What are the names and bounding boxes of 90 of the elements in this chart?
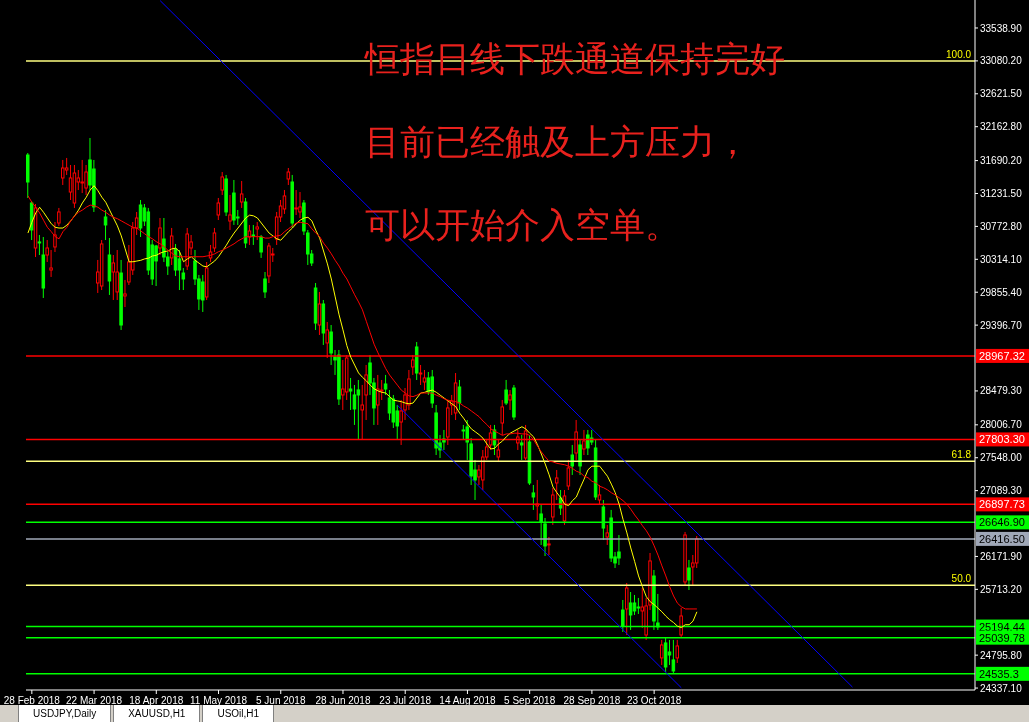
y-tick-label: 32162.80 bbox=[980, 121, 1023, 133]
y-tick-label: 33538.90 bbox=[980, 22, 1023, 34]
candlestick bbox=[68, 164, 73, 201]
candlestick bbox=[111, 254, 116, 301]
candlestick bbox=[566, 459, 571, 491]
y-tick-label: 24337.10 bbox=[980, 682, 1023, 694]
candlestick bbox=[84, 164, 88, 196]
candlestick bbox=[259, 234, 263, 259]
y-tick-label: 25713.20 bbox=[980, 583, 1023, 595]
candlestick bbox=[547, 536, 551, 556]
y-tick-label: 29855.40 bbox=[980, 286, 1023, 298]
candlestick bbox=[586, 429, 590, 456]
x-tick-label: 22 Mar 2018 bbox=[65, 695, 123, 706]
candlestick bbox=[177, 249, 182, 291]
candlestick bbox=[298, 191, 302, 219]
candlestick bbox=[659, 639, 664, 666]
ref-line-label: 28967.32 bbox=[979, 349, 1025, 362]
ref-line-label: 26416.50 bbox=[979, 532, 1025, 545]
candlestick bbox=[138, 199, 143, 238]
ref-line-label: 24535.3 bbox=[979, 667, 1019, 680]
candlestick bbox=[228, 194, 232, 231]
y-tick-label: 30314.10 bbox=[980, 253, 1023, 265]
y-tick-label: 33080.20 bbox=[980, 55, 1023, 67]
y-tick-label: 30772.80 bbox=[980, 220, 1023, 232]
candlestick bbox=[519, 434, 524, 461]
candlestick bbox=[352, 384, 357, 426]
y-tick-label: 26171.90 bbox=[980, 550, 1023, 562]
candlestick bbox=[578, 439, 582, 476]
candlestick bbox=[617, 534, 621, 566]
candlestick bbox=[387, 389, 392, 421]
candlestick bbox=[80, 159, 84, 194]
y-tick-label: 24795.80 bbox=[980, 649, 1023, 661]
candlestick bbox=[220, 171, 224, 196]
candlestick bbox=[212, 227, 217, 253]
candlestick bbox=[508, 389, 512, 411]
candlestick bbox=[294, 189, 298, 216]
candlestick bbox=[500, 399, 504, 436]
candlestick bbox=[605, 524, 610, 546]
candlestick bbox=[376, 374, 380, 426]
candlestick bbox=[201, 274, 205, 313]
annotation: 50.0 bbox=[951, 573, 972, 585]
y-tick-label: 28479.30 bbox=[980, 385, 1023, 397]
candlestick bbox=[169, 227, 174, 266]
text: XAUUSD,H1 bbox=[113, 705, 201, 722]
candlestick bbox=[317, 291, 322, 336]
annotation: 目前已经触及上方压力， bbox=[365, 122, 751, 164]
annotation: 100.0 bbox=[946, 48, 972, 60]
candlestick bbox=[239, 180, 244, 209]
text: USOil,H1 bbox=[202, 705, 275, 722]
annotation: 61.8 bbox=[951, 449, 972, 461]
x-tick-label: 28 Feb 2018 bbox=[3, 695, 61, 706]
candlestick bbox=[255, 221, 259, 241]
candlestick bbox=[263, 271, 267, 299]
candlestick bbox=[383, 374, 388, 396]
y-tick-label: 31690.20 bbox=[980, 155, 1023, 167]
candlestick bbox=[422, 369, 427, 391]
candlestick bbox=[49, 249, 53, 278]
candlestick bbox=[158, 217, 162, 256]
candlestick bbox=[115, 249, 119, 301]
candlestick bbox=[61, 159, 65, 186]
ref-line-label: 25194.44 bbox=[979, 620, 1025, 633]
y-tick-label: 32621.50 bbox=[980, 88, 1023, 100]
candlestick bbox=[675, 639, 680, 664]
x-tick-label: 5 Jun 2018 bbox=[256, 695, 306, 706]
candlestick bbox=[687, 559, 691, 591]
candlestick bbox=[391, 394, 396, 429]
y-tick-label: 29396.70 bbox=[980, 319, 1023, 331]
candlestick bbox=[251, 224, 256, 246]
candlestick bbox=[154, 244, 158, 287]
x-tick-label: 23 Jul 2018 bbox=[379, 695, 432, 706]
ref-line-label: 26646.90 bbox=[979, 516, 1025, 529]
candlestick bbox=[348, 377, 353, 411]
candlestick bbox=[282, 189, 287, 215]
ref-line-label: 26897.73 bbox=[979, 498, 1025, 511]
ref-line-label: 25039.78 bbox=[979, 631, 1025, 644]
candlestick bbox=[570, 444, 575, 476]
candlestick bbox=[216, 197, 221, 221]
x-tick-label: 23 Oct 2018 bbox=[626, 695, 682, 706]
candlestick bbox=[504, 379, 508, 406]
candlestick bbox=[418, 364, 423, 386]
candlestick bbox=[531, 484, 536, 511]
text: USDJPY,Daily bbox=[18, 705, 112, 722]
candlestick bbox=[341, 359, 345, 411]
y-tick-label: 28006.70 bbox=[980, 419, 1023, 431]
candlestick bbox=[103, 209, 108, 241]
y-tick-label: 27548.00 bbox=[980, 452, 1023, 464]
y-tick-label: 27089.30 bbox=[980, 485, 1023, 497]
ref-line-label: 27803.30 bbox=[979, 433, 1025, 446]
x-tick-label: 28 Jun 2018 bbox=[315, 695, 371, 706]
y-tick-label: 31231.50 bbox=[980, 188, 1023, 200]
